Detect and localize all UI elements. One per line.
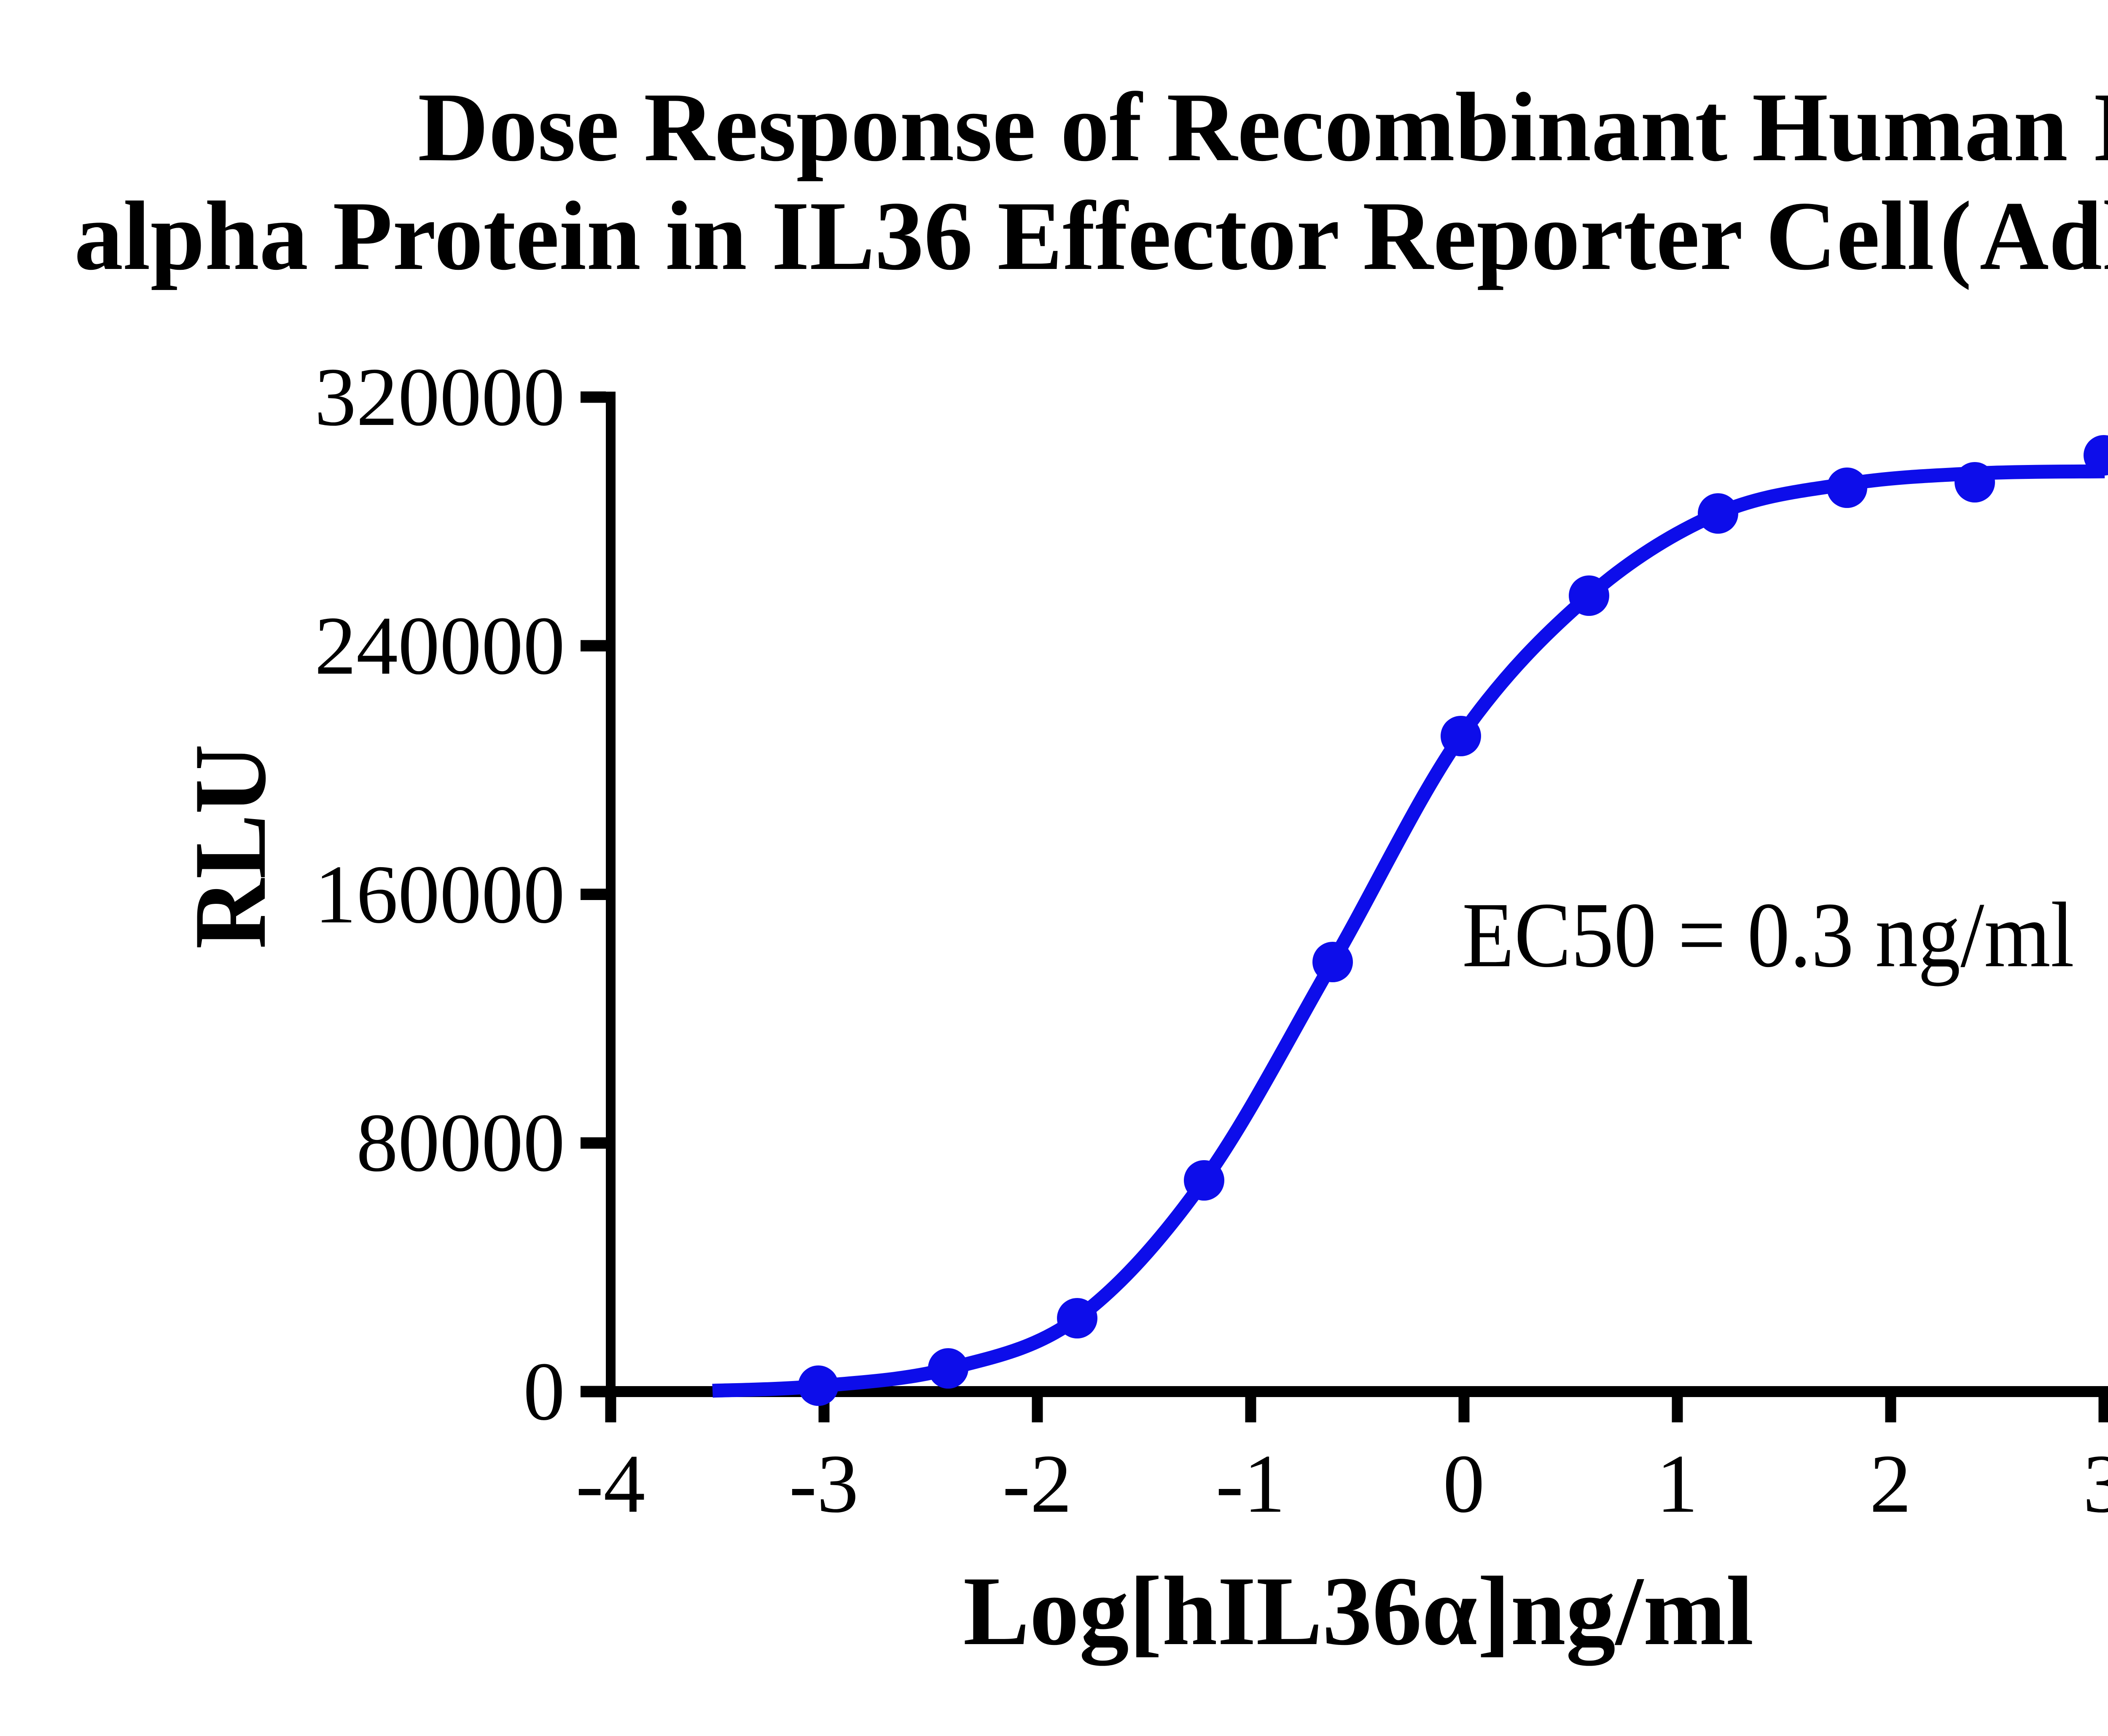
svg-text:0: 0 [1443, 1438, 1485, 1530]
svg-text:RLU: RLU [173, 744, 287, 949]
svg-text:-1: -1 [1216, 1438, 1285, 1530]
svg-text:240000: 240000 [315, 599, 565, 692]
svg-text:Log[hIL36α]ng/ml: Log[hIL36α]ng/ml [963, 1556, 1754, 1666]
svg-text:-2: -2 [1003, 1438, 1072, 1530]
svg-text:0: 0 [523, 1345, 565, 1438]
svg-text:80000: 80000 [356, 1096, 565, 1189]
svg-text:2: 2 [1870, 1438, 1912, 1530]
svg-text:1: 1 [1656, 1438, 1698, 1530]
svg-text:( Adherent, C12 ): ( Adherent, C12 ) [1940, 181, 2108, 290]
svg-text:3: 3 [2083, 1438, 2108, 1530]
svg-text:Dose Response of Recombinant H: Dose Response of Recombinant Human IL36 [418, 72, 2108, 182]
svg-text:-4: -4 [576, 1438, 645, 1530]
svg-text:alpha Protein in IL36 Effector: alpha Protein in IL36 Effector Reporter … [74, 181, 1934, 290]
svg-text:EC50 = 0.3 ng/ml: EC50 = 0.3 ng/ml [1462, 883, 2074, 986]
svg-text:-3: -3 [789, 1438, 859, 1530]
svg-text:160000: 160000 [315, 848, 565, 941]
svg-text:320000: 320000 [315, 351, 565, 443]
